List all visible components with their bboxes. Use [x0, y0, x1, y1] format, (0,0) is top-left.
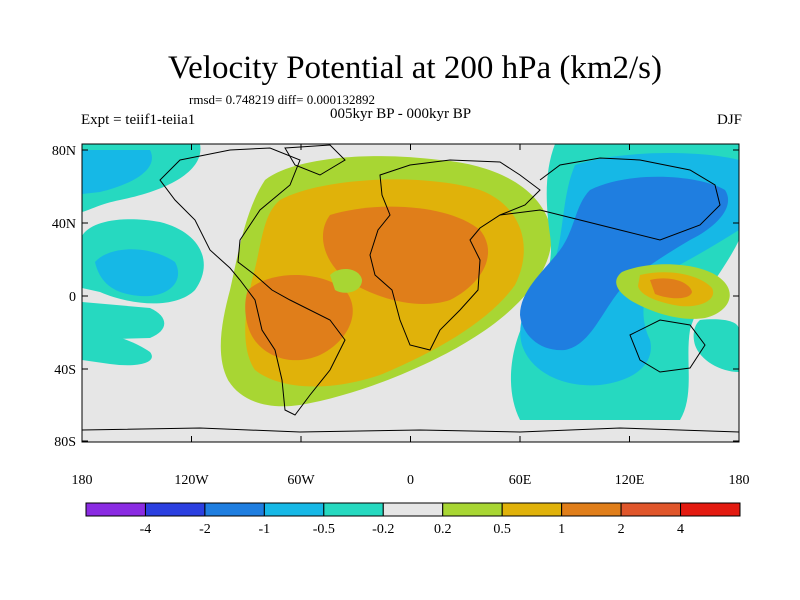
- colorbar-box: [204, 502, 265, 517]
- lat-tick-label: 40N: [52, 217, 76, 232]
- stats-text: rmsd= 0.748219 diff= 0.000132892: [189, 92, 375, 107]
- colorbar-box: [382, 502, 444, 517]
- colorbar-label: 0.5: [493, 522, 511, 537]
- colorbar-label: 4: [677, 522, 684, 537]
- colorbar-label: 0.2: [434, 522, 452, 537]
- longitude-axis: 180 120W 60W 0 60E 120E 180: [72, 144, 750, 488]
- colorbar-label: -1: [259, 522, 271, 537]
- colorbar-box: [501, 502, 563, 517]
- lat-tick-label: 80S: [54, 435, 76, 450]
- latitude-axis: 80N 40N 0 40S 80S: [52, 144, 739, 450]
- colorbar-box: [561, 502, 622, 517]
- plot-title: Velocity Potential at 200 hPa (km2/s): [167, 50, 663, 86]
- colorbar-box: [323, 502, 384, 517]
- colorbar: -4 -2 -1 -0.5 -0.2 0.2 0.5 1 2 4: [85, 502, 741, 537]
- lat-tick-label: 0: [69, 290, 76, 305]
- colorbar-label: 2: [618, 522, 625, 537]
- colorbar-box: [620, 502, 682, 517]
- lon-tick-label: 180: [729, 473, 750, 488]
- experiment-label: Expt = teiif1-teiia1: [81, 112, 196, 128]
- colorbar-box: [144, 502, 206, 517]
- colorbar-label: -0.5: [313, 522, 335, 537]
- coastlines: [82, 144, 739, 433]
- colorbar-box: [85, 502, 146, 517]
- colorbar-label: -4: [140, 522, 152, 537]
- colorbar-label: -2: [199, 522, 211, 537]
- colorbar-box: [263, 502, 325, 517]
- colorbar-label: 1: [558, 522, 565, 537]
- colorbar-box: [680, 502, 741, 517]
- lat-tick-label: 40S: [54, 363, 76, 378]
- colorbar-label: -0.2: [372, 522, 394, 537]
- lon-tick-label: 120E: [615, 473, 645, 488]
- lon-tick-label: 180: [72, 473, 93, 488]
- lat-tick-label: 80N: [52, 144, 76, 159]
- lon-tick-label: 0: [407, 473, 414, 488]
- plot-subtitle: 005kyr BP - 000kyr BP: [330, 106, 472, 122]
- lon-tick-label: 60W: [287, 473, 315, 488]
- season-label: DJF: [716, 112, 742, 128]
- colorbar-box: [442, 502, 503, 517]
- lon-tick-label: 60E: [509, 473, 532, 488]
- contour-fill: [82, 144, 739, 442]
- lon-tick-label: 120W: [174, 473, 209, 488]
